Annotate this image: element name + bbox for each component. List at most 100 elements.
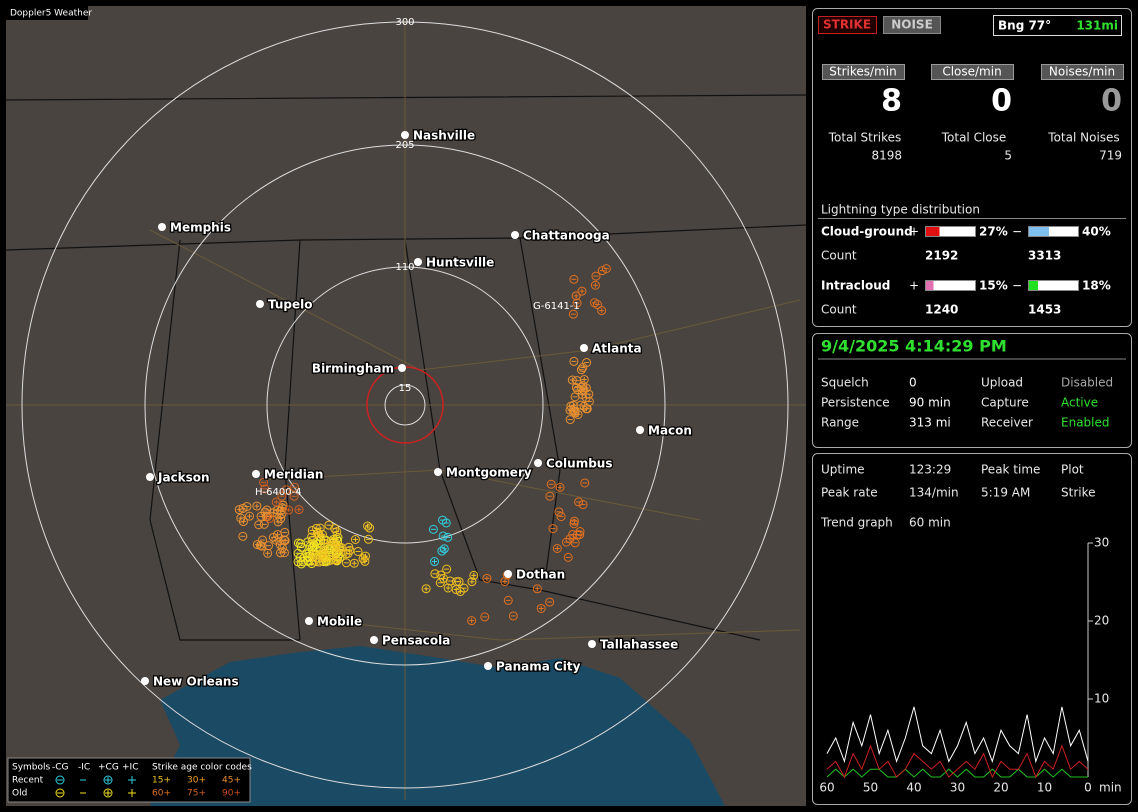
legend-text: Strike age color codes [152, 763, 252, 773]
strike [275, 548, 285, 558]
bar-track [1028, 226, 1079, 237]
strike [572, 376, 582, 386]
strike [262, 505, 272, 515]
strike-sign [592, 282, 598, 288]
bar-track [925, 226, 976, 237]
percent: 15% [979, 279, 1008, 293]
strike-sign [273, 499, 279, 505]
city-label: Dothan [516, 568, 565, 582]
strike [563, 552, 573, 562]
trend-panel [812, 453, 1132, 805]
strike [572, 298, 582, 308]
city-label: Memphis [170, 221, 231, 235]
strike-button-label[interactable]: STRIKE [823, 18, 871, 32]
strikes [234, 264, 611, 626]
legend-text: Symbols [12, 763, 51, 773]
x-tick-label: 50 [863, 781, 878, 795]
stat: 134/min [909, 486, 959, 500]
strike [312, 528, 322, 538]
bar [926, 281, 934, 290]
strike [597, 266, 607, 276]
strike [259, 519, 269, 529]
stat: Strike [1061, 486, 1096, 500]
ring-label: 205 [395, 140, 414, 151]
percent: 18% [1082, 279, 1111, 293]
sign: + [909, 225, 919, 239]
strike-sign [360, 556, 366, 562]
noise-button[interactable] [883, 16, 941, 34]
city-label: New Orleans [153, 675, 239, 689]
strike-sign [571, 518, 577, 524]
strike [579, 374, 589, 384]
strike-sign [581, 376, 587, 382]
total-label: Total Noises [1047, 131, 1119, 145]
city-dot [588, 640, 596, 648]
city-dot [511, 231, 519, 239]
strike [315, 523, 325, 533]
strike [421, 584, 431, 594]
strike [548, 524, 558, 534]
strike [343, 548, 353, 558]
strike [308, 542, 318, 552]
borders [5, 94, 807, 641]
x-tick-label: 20 [993, 781, 1008, 795]
strike [331, 539, 341, 549]
legend-text: 75+ [187, 789, 206, 799]
strike [255, 540, 265, 550]
strike [576, 365, 586, 375]
strike [290, 482, 300, 492]
strike [363, 521, 373, 531]
strike [430, 557, 440, 567]
strike [281, 485, 291, 495]
strike [238, 531, 248, 541]
strike [364, 534, 374, 544]
strike [256, 511, 266, 521]
strike-sign [265, 550, 271, 556]
strike [277, 503, 287, 513]
strike [582, 404, 592, 414]
rate-label: Noises/min [1049, 65, 1115, 79]
strike [482, 573, 492, 583]
strike-sign [583, 385, 589, 391]
total-value: 5 [1004, 149, 1012, 163]
stat: Plot [1061, 463, 1084, 477]
strike-sign [471, 572, 477, 578]
strike [579, 401, 589, 411]
strike-sign [309, 561, 315, 567]
strike [565, 415, 575, 425]
bar [1029, 227, 1049, 236]
legend-text: +CG [98, 763, 119, 773]
stat: Peak time [981, 463, 1040, 477]
legend-text: 15+ [152, 776, 171, 786]
strike [592, 300, 602, 310]
strike [568, 309, 578, 319]
strike [582, 358, 592, 368]
city-dot [158, 223, 166, 231]
bar [1029, 281, 1038, 290]
total-label: Total Close [941, 131, 1007, 145]
sign: + [909, 279, 919, 293]
strike [601, 264, 611, 274]
strike [546, 479, 556, 489]
strike-sign [267, 515, 273, 521]
strike-sign [554, 545, 560, 551]
y-tick-label: 10 [1094, 692, 1109, 706]
count-label: Count [821, 303, 857, 317]
city-dot [504, 570, 512, 578]
noise-button-label[interactable]: NOISE [891, 18, 933, 32]
strike [545, 597, 555, 607]
setting: Disabled [1061, 376, 1113, 390]
city-label: Nashville [413, 129, 475, 143]
strike [568, 406, 578, 416]
strike [238, 503, 248, 513]
strike [532, 584, 542, 594]
strike-sign [334, 529, 340, 535]
city-label: Meridian [264, 468, 323, 482]
strike-button[interactable] [818, 16, 877, 34]
x-tick-label: 10 [1037, 781, 1052, 795]
legend-text: -IC [78, 763, 90, 773]
legend-text: 45+ [222, 776, 241, 786]
stat: Uptime [821, 463, 865, 477]
legend-text: 60+ [152, 789, 171, 799]
